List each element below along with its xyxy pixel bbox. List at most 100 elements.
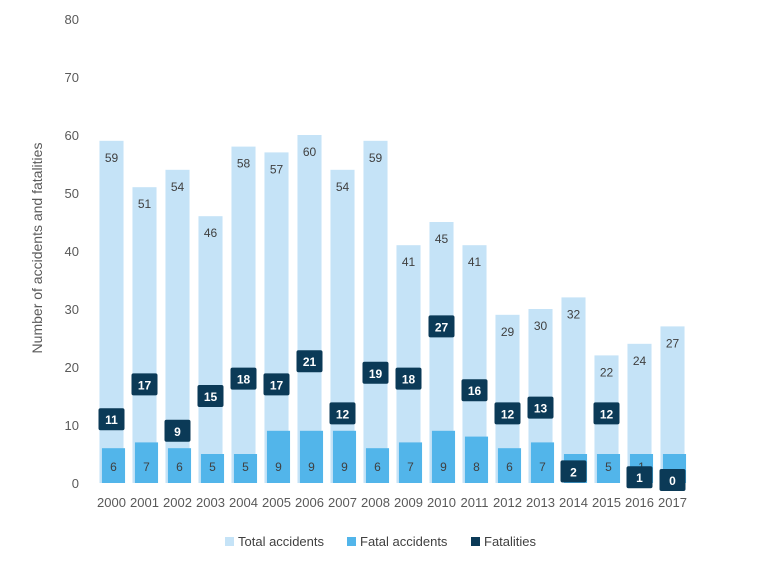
fatal-accidents-bar	[365, 448, 390, 483]
fatalities-marker-box	[560, 460, 587, 483]
x-tick-label: 2016	[625, 495, 654, 510]
total-accidents-labels: 59 51 54 46 58 57 60 54 59 41 45 41 29 30 32 22 24 27	[105, 145, 680, 379]
x-axis-ticks: 2000 2001 2002 2003 2004 2005 2006 2007 2008 2009…	[97, 495, 687, 510]
total-accidents-label: 24	[633, 354, 647, 368]
legend-swatch	[347, 537, 356, 546]
fatalities-marker-box	[263, 373, 290, 396]
x-tick-label: 2005	[262, 495, 291, 510]
fatal-accidents-bar	[530, 442, 555, 483]
fatal-accidents-bar	[167, 448, 192, 483]
total-accidents-bar	[99, 140, 124, 484]
fatal-accidents-bar	[266, 430, 291, 483]
fatal-accidents-label: 9	[308, 460, 315, 474]
total-accidents-label: 54	[336, 180, 350, 194]
fatalities-label: 19	[369, 367, 383, 381]
fatalities-marker-box	[362, 361, 389, 384]
fatal-accidents-bar	[431, 430, 456, 483]
y-tick-label: 0	[72, 476, 79, 491]
x-tick-label: 2014	[559, 495, 588, 510]
fatalities-marker: 1	[626, 466, 653, 489]
x-tick-label: 2015	[592, 495, 621, 510]
fatal-accidents-bar	[398, 442, 423, 483]
fatalities-labels: 11 17 9 15 18 17 21 12 19 18 27 16 12 13 2 12 1 0	[98, 315, 686, 491]
fatalities-label: 18	[402, 373, 416, 387]
fatalities-marker-box	[461, 379, 488, 402]
x-tick-label: 2012	[493, 495, 522, 510]
fatalities-marker-box	[230, 367, 257, 390]
x-tick-label: 2006	[295, 495, 324, 510]
legend-item: Total accidents	[225, 534, 324, 549]
fatalities-label: 12	[336, 407, 350, 421]
total-accidents-label: 57	[270, 162, 284, 176]
x-tick-label: 2008	[361, 495, 390, 510]
fatalities-marker: 11	[98, 408, 125, 431]
fatal-accidents-bar	[464, 436, 489, 483]
fatal-accidents-label: 7	[407, 460, 414, 474]
x-tick-label: 2002	[163, 495, 192, 510]
fatalities-marker: 2	[560, 460, 587, 483]
fatal-accidents-label: 6	[374, 460, 381, 474]
legend-swatch	[471, 537, 480, 546]
fatal-accidents-bar	[332, 430, 357, 483]
x-tick-label: 2000	[97, 495, 126, 510]
fatalities-marker-box	[659, 469, 686, 491]
total-accidents-label: 32	[567, 307, 581, 321]
fatalities-label: 17	[270, 378, 284, 392]
y-tick-label: 20	[65, 360, 79, 375]
fatalities-label: 18	[237, 373, 251, 387]
fatal-accidents-bar	[497, 448, 522, 483]
fatal-accidents-label: 7	[143, 460, 150, 474]
fatalities-marker: 0	[659, 469, 686, 491]
fatalities-label: 0	[669, 474, 676, 488]
x-tick-label: 2004	[229, 495, 258, 510]
x-tick-label: 2013	[526, 495, 555, 510]
total-accidents-bar	[297, 135, 322, 483]
total-accidents-label: 45	[435, 232, 449, 246]
fatalities-marker-box	[626, 466, 653, 489]
total-accidents-label: 41	[402, 255, 416, 269]
fatalities-marker: 17	[263, 373, 290, 396]
fatalities-label: 17	[138, 378, 152, 392]
fatalities-marker: 21	[296, 350, 323, 373]
fatalities-marker-box	[329, 402, 356, 425]
y-tick-label: 70	[65, 70, 79, 85]
fatalities-label: 1	[636, 471, 643, 485]
y-tick-label: 40	[65, 244, 79, 259]
fatalities-label: 12	[501, 407, 515, 421]
x-tick-label: 2003	[196, 495, 225, 510]
fatalities-marker-box	[296, 350, 323, 373]
fatalities-marker-box	[593, 402, 620, 425]
x-tick-label: 2010	[427, 495, 456, 510]
fatalities-marker: 19	[362, 361, 389, 384]
fatalities-marker: 27	[428, 315, 455, 338]
fatalities-marker-box	[494, 402, 521, 425]
fatal-accidents-label: 6	[176, 460, 183, 474]
y-axis-title: Number of accidents and fatalities	[29, 143, 45, 354]
total-accidents-bar	[198, 216, 223, 483]
fatalities-label: 11	[105, 413, 118, 427]
legend-swatch	[225, 537, 234, 546]
fatal-accidents-label: 6	[506, 460, 513, 474]
fatalities-marker-box	[197, 385, 224, 407]
fatalities-marker: 13	[527, 396, 554, 419]
x-tick-label: 2009	[394, 495, 423, 510]
fatalities-marker: 9	[164, 419, 191, 442]
total-accidents-label: 59	[369, 151, 383, 165]
total-accidents-bar	[561, 297, 586, 483]
fatal-accidents-bar	[233, 454, 258, 483]
fatalities-marker-box	[395, 367, 422, 390]
fatal-accidents-label: 9	[440, 460, 447, 474]
fatal-accidents-label: 5	[242, 460, 249, 474]
fatal-accidents-bar	[134, 442, 159, 483]
fatalities-marker: 12	[494, 402, 521, 425]
fatalities-marker: 12	[593, 402, 620, 425]
total-accidents-bar	[264, 152, 289, 483]
fatalities-marker: 18	[230, 367, 257, 390]
y-tick-label: 30	[65, 302, 79, 317]
fatal-accidents-bar	[101, 448, 126, 483]
fatalities-marker-box	[131, 373, 158, 396]
fatalities-label: 9	[174, 425, 181, 439]
total-accidents-label: 46	[204, 226, 218, 240]
